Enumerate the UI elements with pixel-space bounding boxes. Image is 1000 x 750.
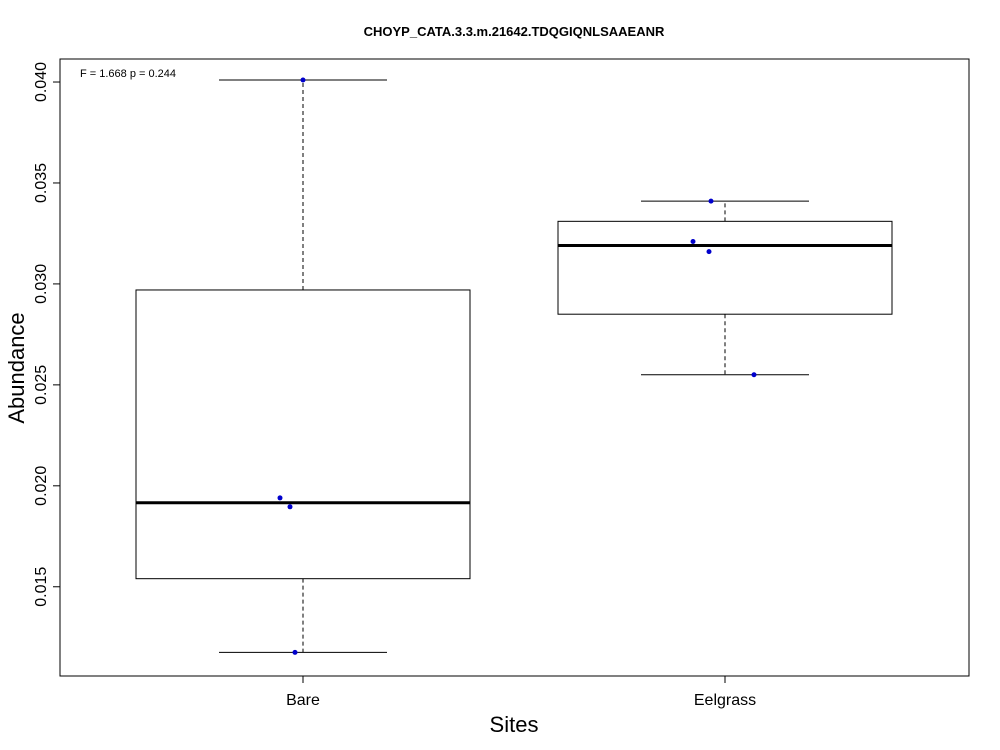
data-point [277,495,283,501]
data-point [287,504,293,510]
y-tick-label: 0.020 [33,466,50,506]
stats-annotation: F = 1.668 p = 0.244 [80,68,176,80]
y-tick-label: 0.035 [33,163,50,203]
plot-frame [59,58,970,677]
boxes [135,79,893,653]
data-point [690,239,696,245]
data-point [751,372,757,378]
x-axis-label: Sites [490,712,539,737]
data-point [706,249,712,255]
y-tick-label: 0.015 [33,567,50,607]
y-tick-label: 0.040 [33,62,50,102]
data-point [300,77,306,83]
y-axis: 0.015 0.020 0.025 0.030 0.035 0.040 [33,62,61,607]
y-tick-label: 0.030 [33,264,50,304]
y-tick-label: 0.025 [33,365,50,405]
data-points [277,77,757,655]
box-eelgrass [557,200,893,376]
chart-title: CHOYP_CATA.3.3.m.21642.TDQGIQNLSAAEANR [364,24,665,39]
x-tick-label-eelgrass: Eelgrass [694,692,756,709]
data-point [292,649,298,655]
box-bare [135,79,471,653]
y-axis-label: Abundance [4,312,29,423]
data-point [708,198,714,204]
iqr-box [135,289,471,580]
x-tick-label-bare: Bare [286,692,320,709]
iqr-box [557,220,893,315]
x-axis: Bare Eelgrass [286,675,756,709]
